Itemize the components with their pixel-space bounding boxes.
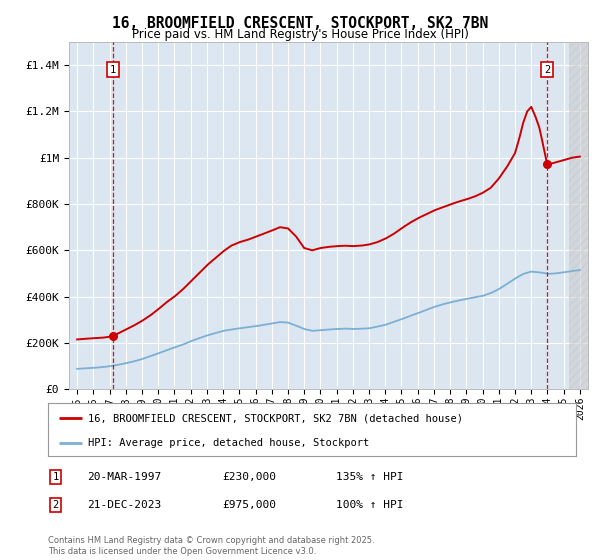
Text: 21-DEC-2023: 21-DEC-2023 — [87, 500, 161, 510]
Text: 20-MAR-1997: 20-MAR-1997 — [87, 472, 161, 482]
Bar — [569, 42, 590, 389]
Text: Contains HM Land Registry data © Crown copyright and database right 2025.
This d: Contains HM Land Registry data © Crown c… — [48, 536, 374, 556]
Text: 16, BROOMFIELD CRESCENT, STOCKPORT, SK2 7BN: 16, BROOMFIELD CRESCENT, STOCKPORT, SK2 … — [112, 16, 488, 31]
Text: 1: 1 — [53, 472, 59, 482]
Text: 135% ↑ HPI: 135% ↑ HPI — [336, 472, 404, 482]
Text: 2: 2 — [544, 65, 550, 75]
Text: Price paid vs. HM Land Registry's House Price Index (HPI): Price paid vs. HM Land Registry's House … — [131, 28, 469, 41]
Text: 1: 1 — [110, 65, 116, 75]
Text: £975,000: £975,000 — [222, 500, 276, 510]
Text: 16, BROOMFIELD CRESCENT, STOCKPORT, SK2 7BN (detached house): 16, BROOMFIELD CRESCENT, STOCKPORT, SK2 … — [88, 413, 463, 423]
Text: £230,000: £230,000 — [222, 472, 276, 482]
Text: 2: 2 — [53, 500, 59, 510]
Text: HPI: Average price, detached house, Stockport: HPI: Average price, detached house, Stoc… — [88, 438, 369, 448]
Text: 100% ↑ HPI: 100% ↑ HPI — [336, 500, 404, 510]
